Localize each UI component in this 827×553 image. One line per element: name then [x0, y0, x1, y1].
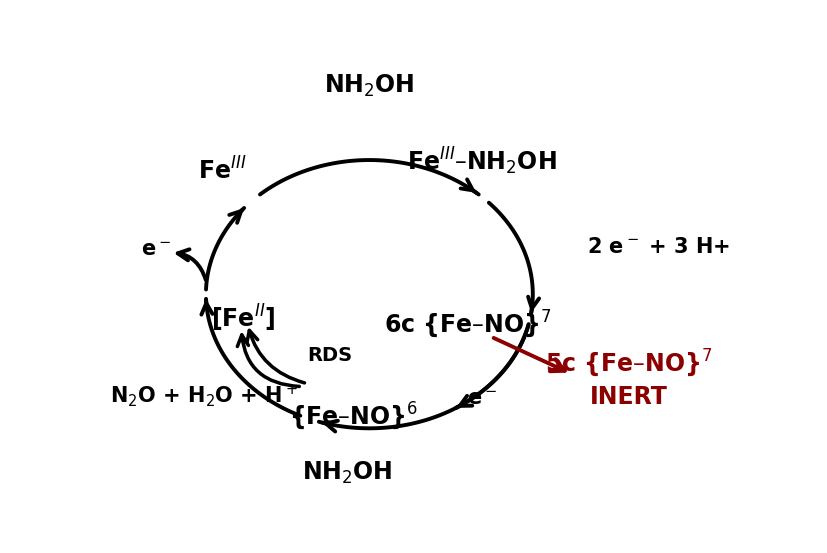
- Text: N$_2$O + H$_2$O + H$^+$: N$_2$O + H$_2$O + H$^+$: [110, 382, 298, 409]
- Text: NH$_2$OH: NH$_2$OH: [324, 72, 414, 98]
- Text: [Fe$^{II}$]: [Fe$^{II}$]: [211, 303, 275, 334]
- Text: NH$_2$OH: NH$_2$OH: [302, 460, 392, 486]
- Text: Fe$^{III}$: Fe$^{III}$: [198, 157, 246, 184]
- Text: {Fe–NO}$^6$: {Fe–NO}$^6$: [289, 401, 418, 432]
- Text: e$^-$: e$^-$: [466, 389, 496, 409]
- Text: 2 e$^-$ + 3 H+: 2 e$^-$ + 3 H+: [587, 237, 730, 257]
- Text: Fe$^{III}$–NH$_2$OH: Fe$^{III}$–NH$_2$OH: [407, 145, 557, 176]
- Text: 5c {Fe–NO}$^7$
INERT: 5c {Fe–NO}$^7$ INERT: [545, 347, 713, 409]
- Text: 6c {Fe–NO}$^7$: 6c {Fe–NO}$^7$: [384, 308, 551, 340]
- Text: e$^-$: e$^-$: [141, 241, 171, 260]
- Text: RDS: RDS: [307, 346, 352, 364]
